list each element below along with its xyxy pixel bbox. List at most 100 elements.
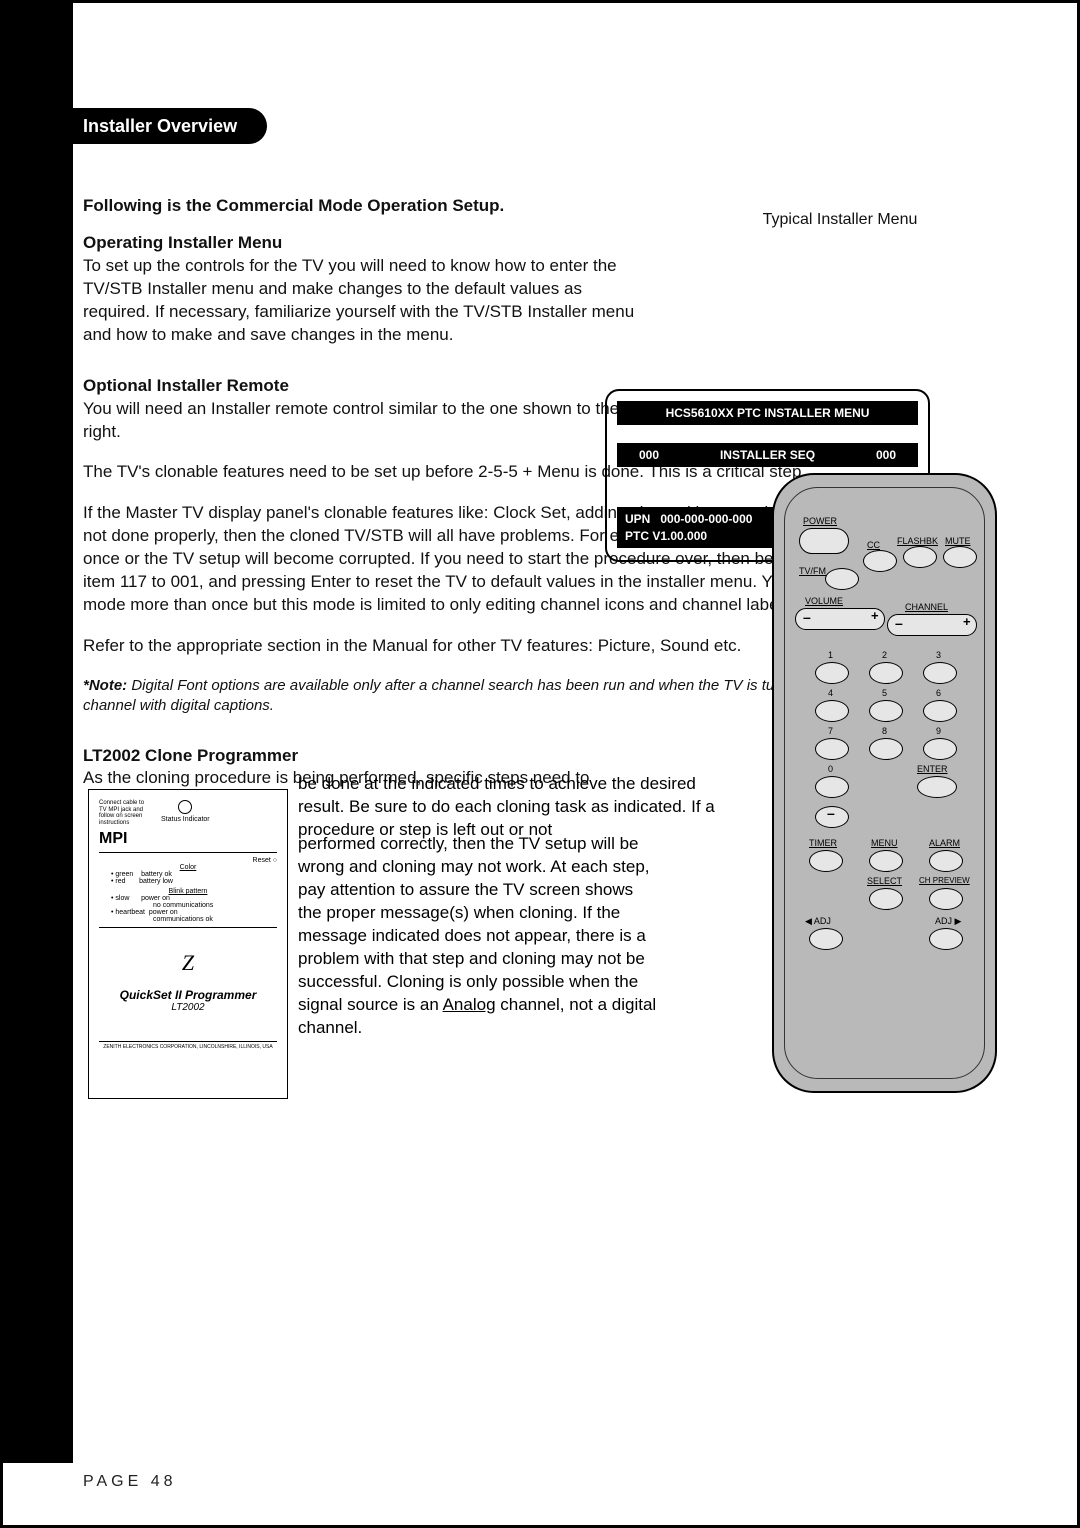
page-container: Installer Overview Following is the Comm… (0, 0, 1080, 1528)
key3-label: 3 (936, 650, 941, 660)
page-number: PAGE 48 (83, 1473, 177, 1491)
installer-menu-diagram: HCS5610XX PTC INSTALLER MENU 000 INSTALL… (675, 195, 1005, 229)
nocomm-val: no communications (153, 902, 277, 909)
menu-title: HCS5610XX PTC INSTALLER MENU (617, 401, 918, 425)
commok-val: communications ok (153, 916, 277, 923)
lt2002-wrap1-text: be done at the indicated times to achiev… (298, 774, 715, 839)
operating-menu-text: To set up the controls for the TV you wi… (83, 255, 643, 347)
vol-minus-icon: – (803, 609, 811, 625)
volume-label: VOLUME (805, 596, 843, 606)
blink-heading: Blink pattern (99, 888, 277, 895)
alarm-label: ALARM (929, 838, 960, 848)
optional-remote-heading: Optional Installer Remote (83, 375, 643, 398)
zenith-logo: Z (99, 950, 277, 976)
hb-val: power on (149, 909, 178, 916)
section-header-pill: Installer Overview (3, 108, 267, 144)
key1-button (815, 662, 849, 684)
timer-button (809, 850, 843, 872)
mute-label: MUTE (945, 536, 971, 546)
vol-plus-icon: + (871, 608, 879, 623)
key5-label: 5 (882, 688, 887, 698)
lt2002-diagram: Connect cable to TV MPI jack and follow … (88, 789, 288, 1099)
menu-000c: 000 (876, 448, 896, 462)
remote-diagram: POWER CC FLASHBK MUTE TV/FM VOLUME – + C… (772, 473, 997, 1093)
section-title: Installer Overview (83, 116, 237, 137)
lt2002-wrap2: performed correctly, then the TV setup w… (298, 833, 658, 1039)
key6-button (923, 700, 957, 722)
left-black-band (3, 3, 73, 1463)
lt-footer: ZENITH ELECTRONICS CORPORATION, LINCOLNS… (99, 1041, 277, 1050)
flashbk-label: FLASHBK (897, 536, 938, 546)
ch-minus-icon: – (895, 615, 903, 631)
analog-underline: Analog (443, 995, 496, 1014)
menu-caption: Typical Installer Menu (675, 211, 1005, 229)
key9-label: 9 (936, 726, 941, 736)
remote-inner: POWER CC FLASHBK MUTE TV/FM VOLUME – + C… (784, 487, 985, 1079)
lt2002-wrap2a: performed correctly, then the TV setup w… (298, 834, 650, 1014)
key6-label: 6 (936, 688, 941, 698)
blink-list: • slow power on no communications • hear… (111, 895, 277, 923)
slow-label: • slow (111, 895, 129, 902)
key0-label: 0 (828, 764, 833, 774)
key7-button (815, 738, 849, 760)
upn-label: UPN (625, 512, 650, 526)
key8-button (869, 738, 903, 760)
channel-label: CHANNEL (905, 602, 948, 612)
menu-row: 000 INSTALLER SEQ 000 (617, 443, 918, 467)
ch-plus-icon: + (963, 614, 971, 629)
green-val: battery ok (141, 871, 172, 878)
timer-label: TIMER (809, 838, 837, 848)
key3-button (923, 662, 957, 684)
status-indicator-icon (178, 800, 192, 814)
key2-label: 2 (882, 650, 887, 660)
tvfm-label: TV/FM (799, 566, 826, 576)
menu-button (869, 850, 903, 872)
cc-label: CC (867, 540, 880, 550)
reset-label: Reset ○ (99, 857, 277, 864)
key5-button (869, 700, 903, 722)
key4-label: 4 (828, 688, 833, 698)
adj-right-button (929, 928, 963, 950)
cc-button (863, 550, 897, 572)
mute-button (943, 546, 977, 568)
adj-left-button (809, 928, 843, 950)
color-heading: Color (99, 864, 277, 871)
ptc-value: PTC V1.00.000 (625, 529, 707, 543)
lt-connect-text: Connect cable to TV MPI jack and follow … (99, 800, 151, 826)
menu-seq: INSTALLER SEQ (720, 448, 815, 462)
optional-remote-p1: You will need an Installer remote contro… (83, 398, 643, 444)
tvfm-button (825, 568, 859, 590)
key8-label: 8 (882, 726, 887, 736)
status-label: Status Indicator (161, 816, 210, 823)
red-val: battery low (139, 878, 173, 885)
lt-model: LT2002 (99, 1002, 277, 1013)
select-button (869, 888, 903, 910)
lt-title: QuickSet II Programmer (99, 988, 277, 1002)
power-label: POWER (803, 516, 837, 526)
alarm-button (929, 850, 963, 872)
upn-value: 000-000-000-000 (660, 512, 752, 526)
red-label: • red (111, 878, 126, 885)
key0-button (815, 776, 849, 798)
hb-label: • heartbeat (111, 909, 145, 916)
note-label: *Note: (83, 677, 127, 694)
key1-label: 1 (828, 650, 833, 660)
slow-val: power on (141, 895, 170, 902)
key9-button (923, 738, 957, 760)
enter-button (917, 776, 957, 798)
menu-000a: 000 (639, 448, 659, 462)
enter-label: ENTER (917, 764, 948, 774)
color-list: • green battery ok • red battery low (111, 871, 277, 885)
key4-button (815, 700, 849, 722)
chpreview-button (929, 888, 963, 910)
green-label: • green (111, 871, 133, 878)
select-label: SELECT (867, 876, 902, 886)
main-content: Following is the Commercial Mode Operati… (83, 195, 643, 790)
adj-left-label: ◀ ADJ (805, 916, 831, 927)
flashbk-button (903, 546, 937, 568)
chpreview-label: CH PREVIEW (919, 876, 970, 885)
power-button (799, 528, 849, 554)
setup-title: Following is the Commercial Mode Operati… (83, 195, 643, 218)
lt2002-wrap1: be done at the indicated times to achiev… (298, 773, 723, 842)
key7-label: 7 (828, 726, 833, 736)
